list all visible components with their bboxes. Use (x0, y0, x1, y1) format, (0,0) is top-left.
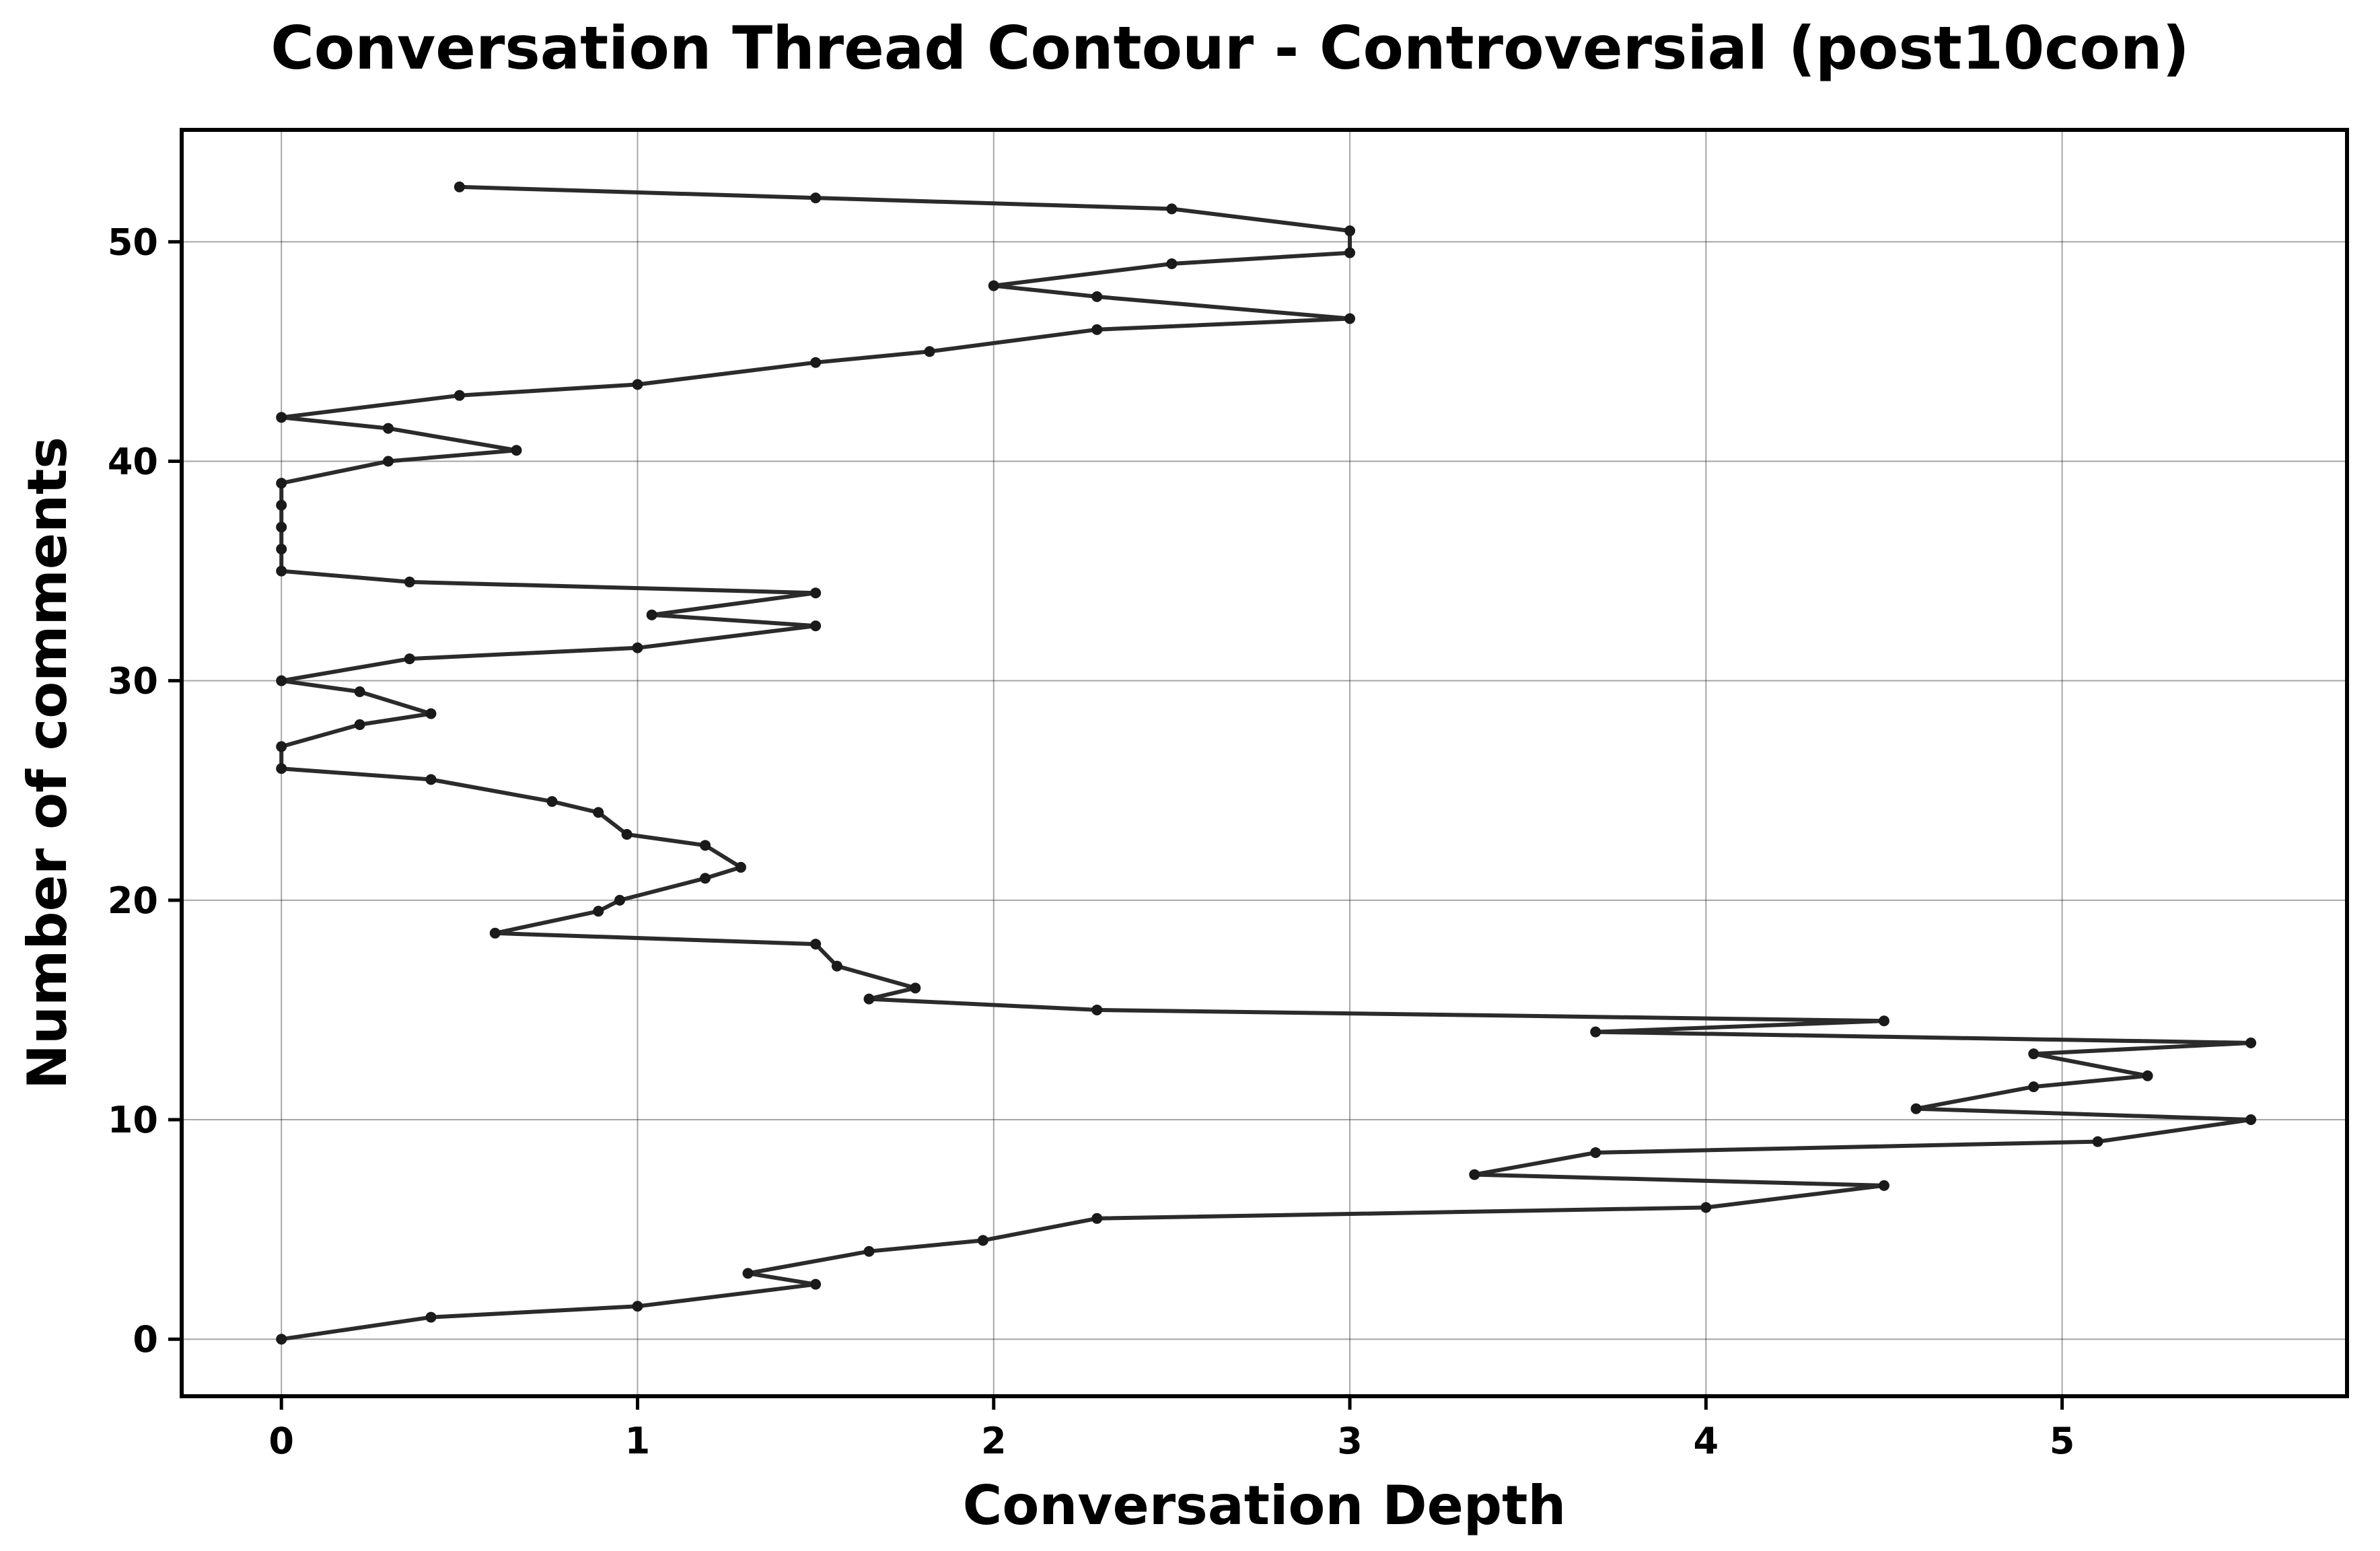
data-point (276, 741, 287, 752)
data-point (382, 423, 394, 434)
y-tick-label: 10 (108, 1099, 158, 1141)
data-point (863, 993, 875, 1005)
data-point (425, 1311, 437, 1323)
data-point (382, 456, 394, 467)
x-tick-label: 3 (1337, 1420, 1363, 1462)
data-point (1878, 1015, 1889, 1027)
data-point (2028, 1048, 2040, 1060)
data-point (354, 719, 365, 730)
data-point (454, 181, 465, 192)
data-point (276, 1334, 287, 1345)
data-point (988, 280, 999, 291)
data-point (354, 686, 365, 697)
data-point (1878, 1180, 1889, 1191)
data-point (621, 829, 633, 840)
data-point (1091, 1004, 1103, 1015)
data-point (632, 1301, 643, 1312)
x-tick-label: 0 (268, 1420, 294, 1462)
data-point (700, 840, 711, 851)
data-point (742, 1268, 754, 1279)
y-tick-label: 30 (108, 660, 158, 702)
x-axis-label: Conversation Depth (963, 1474, 1566, 1537)
data-point (910, 982, 921, 994)
data-point (632, 642, 643, 653)
data-point (2245, 1037, 2257, 1048)
data-point (454, 390, 465, 401)
data-point (1166, 203, 1178, 215)
data-point (810, 192, 822, 204)
y-axis-label: Number of comments (16, 437, 79, 1089)
data-point (1091, 1213, 1103, 1224)
data-point (810, 357, 822, 368)
data-point (1091, 324, 1103, 335)
data-point (1590, 1147, 1601, 1158)
data-point (593, 807, 604, 818)
data-point (2245, 1114, 2257, 1126)
data-point (276, 565, 287, 577)
data-point (276, 478, 287, 489)
data-point (546, 796, 558, 807)
data-point (276, 521, 287, 533)
data-point (425, 774, 437, 785)
data-point (810, 939, 822, 950)
data-point (404, 653, 415, 665)
y-tick-label: 40 (108, 441, 158, 483)
data-point (863, 1246, 875, 1257)
data-point (593, 906, 604, 917)
data-point (646, 609, 657, 620)
data-point (614, 894, 626, 906)
data-point (1700, 1202, 1712, 1213)
data-point (404, 576, 415, 587)
x-tick-label: 5 (2050, 1420, 2075, 1462)
data-point (425, 708, 437, 719)
data-point (276, 675, 287, 686)
x-tick-label: 2 (981, 1420, 1007, 1462)
data-point (810, 587, 822, 599)
data-point (2092, 1136, 2103, 1147)
data-point (276, 412, 287, 423)
data-point (1344, 247, 1356, 258)
data-point (1166, 258, 1178, 269)
y-tick-label: 20 (108, 879, 158, 922)
chart-title: Conversation Thread Contour - Controvers… (271, 13, 2190, 83)
data-point (810, 620, 822, 632)
y-tick-label: 50 (108, 221, 158, 263)
series-group (276, 181, 2257, 1345)
data-point (1344, 313, 1356, 324)
data-point (2028, 1081, 2040, 1093)
plot-frame (180, 128, 2349, 1398)
data-point (924, 346, 935, 357)
series-line (279, 184, 2253, 1342)
y-tick-label: 0 (133, 1318, 158, 1361)
x-tick-label: 1 (625, 1420, 651, 1462)
data-point (1344, 225, 1356, 237)
grid-lines (182, 130, 2347, 1396)
data-point (1590, 1026, 1601, 1038)
data-point (810, 1278, 822, 1290)
data-point (511, 445, 522, 456)
data-point (977, 1235, 988, 1246)
data-point (831, 960, 842, 972)
data-point (276, 763, 287, 774)
data-point (700, 873, 711, 884)
data-point (1910, 1103, 1922, 1114)
data-point (2142, 1070, 2153, 1081)
data-point (276, 543, 287, 554)
data-point (489, 927, 501, 939)
x-tick-label: 4 (1694, 1420, 1719, 1462)
data-point (1091, 291, 1103, 302)
data-point (1469, 1169, 1480, 1180)
data-point (735, 861, 746, 873)
data-point (632, 379, 643, 390)
data-point (276, 499, 287, 511)
